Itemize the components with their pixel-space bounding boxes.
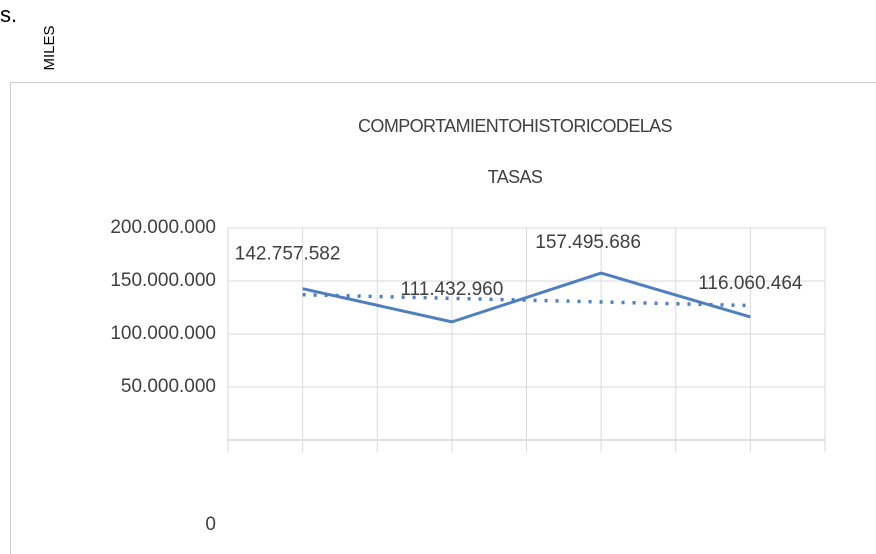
data-label: 111.432.960 bbox=[400, 279, 503, 300]
y-tick-label: 150.000.000 bbox=[110, 270, 216, 291]
chart-title: COMPORTAMIENTOHISTORICODELAS bbox=[358, 116, 673, 136]
y-tick-label: 0 bbox=[205, 514, 216, 535]
data-label: 116.060.464 bbox=[698, 273, 803, 294]
chart-frame bbox=[10, 82, 876, 554]
line-series bbox=[302, 271, 751, 324]
y-tick-label: 50.000.000 bbox=[121, 376, 216, 397]
data-label: 157.495.686 bbox=[535, 232, 641, 253]
y-tick-label: 200.000.000 bbox=[110, 217, 216, 238]
chart-title: TASAS bbox=[488, 167, 543, 187]
unit-label: MILES bbox=[41, 25, 58, 70]
y-tick-label: 100.000.000 bbox=[110, 323, 216, 344]
data-label: 142.757.582 bbox=[235, 244, 341, 265]
text-fragment: s. bbox=[0, 2, 17, 27]
